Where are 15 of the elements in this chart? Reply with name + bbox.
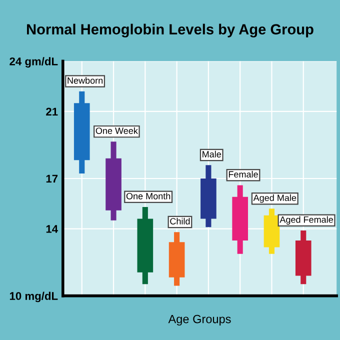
x-tick-label: One Month bbox=[126, 192, 170, 200]
x-tick-label: Aged Male bbox=[253, 194, 296, 203]
y-tick-label: 14 bbox=[46, 225, 58, 233]
x-tick-label: Aged Female bbox=[280, 216, 333, 225]
x-tick-label: Child bbox=[170, 218, 190, 224]
chart-title: Normal Hemoglobin Levels by Age Group bbox=[27, 24, 314, 38]
x-tick-label: Female bbox=[228, 170, 258, 178]
x-tick-label: Newborn bbox=[68, 77, 103, 84]
y-tick-label: 24 gm/dL bbox=[10, 57, 58, 68]
y-tick-label: 10 mg/dL bbox=[10, 292, 58, 302]
y-tick-label: 17 bbox=[46, 174, 58, 183]
x-tick-label: Male bbox=[202, 150, 221, 158]
y-tick-label: 21 bbox=[46, 108, 58, 116]
x-tick-label: One Week bbox=[96, 127, 138, 134]
x-axis-title: Age Groups bbox=[168, 314, 231, 326]
